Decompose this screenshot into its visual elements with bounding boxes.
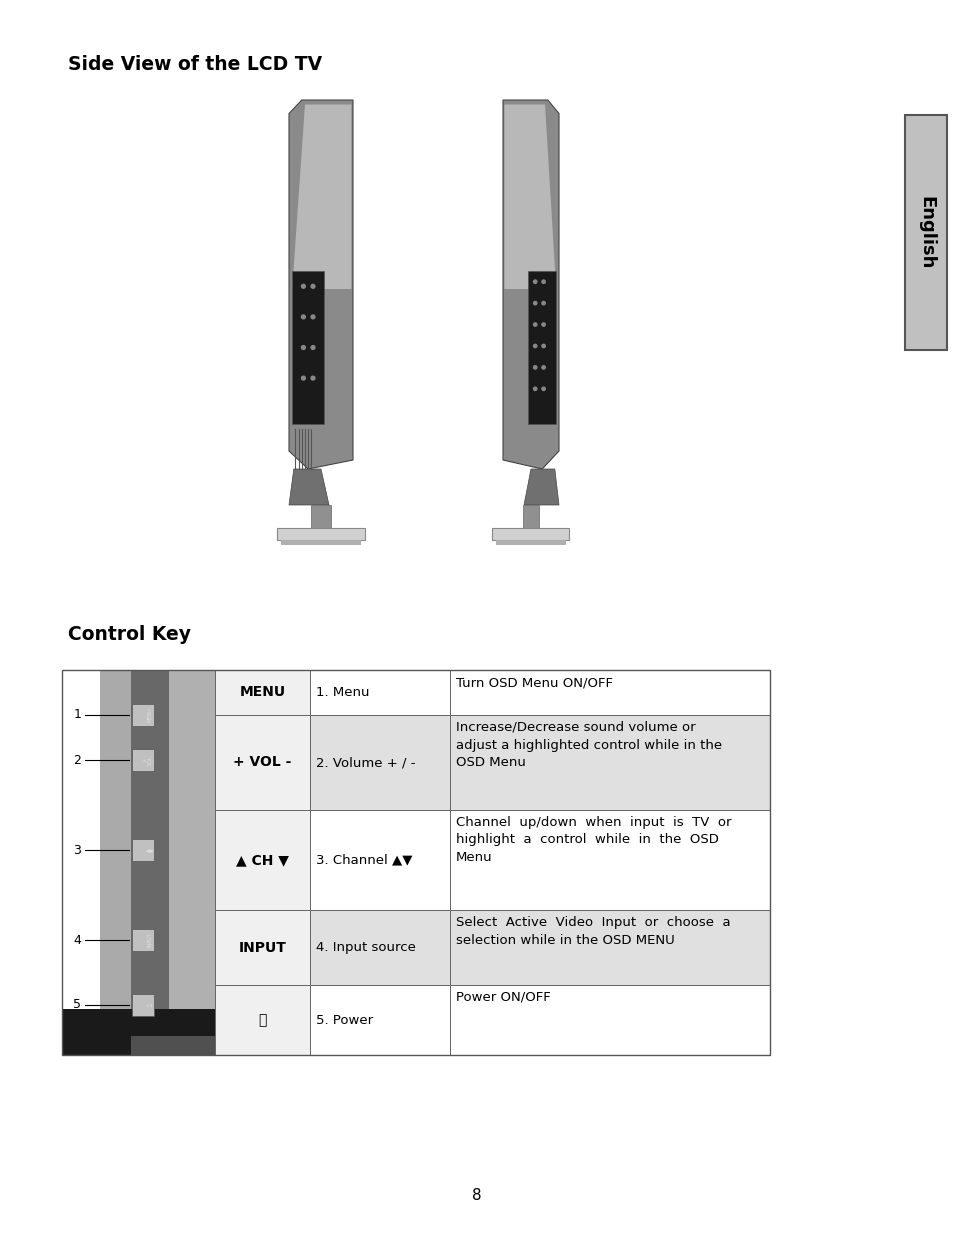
Polygon shape xyxy=(292,105,351,289)
Text: ▲
▼: ▲ ▼ xyxy=(145,848,154,852)
Bar xyxy=(310,715,450,810)
Circle shape xyxy=(541,366,545,369)
Text: INPUT: INPUT xyxy=(238,941,286,955)
Polygon shape xyxy=(502,100,558,469)
Bar xyxy=(496,540,565,545)
Bar xyxy=(214,910,310,986)
Text: Side View of the LCD TV: Side View of the LCD TV xyxy=(68,56,322,74)
Text: 3: 3 xyxy=(73,844,81,857)
Bar xyxy=(132,750,153,771)
Text: 1. Menu: 1. Menu xyxy=(315,685,369,699)
Bar xyxy=(214,986,310,1055)
Bar xyxy=(522,505,538,527)
Bar xyxy=(310,986,450,1055)
Bar xyxy=(214,715,310,810)
Bar xyxy=(62,671,769,1055)
Polygon shape xyxy=(289,469,329,505)
Bar xyxy=(450,986,769,1055)
Text: 4: 4 xyxy=(73,934,81,946)
Circle shape xyxy=(541,322,545,326)
Bar xyxy=(311,505,331,527)
Circle shape xyxy=(533,345,537,347)
Bar xyxy=(62,671,100,1055)
Text: English: English xyxy=(916,196,934,269)
Bar xyxy=(276,527,365,540)
Text: 5. Power: 5. Power xyxy=(315,1014,373,1026)
Bar xyxy=(450,715,769,810)
Circle shape xyxy=(533,301,537,305)
Text: ⏻: ⏻ xyxy=(258,1013,267,1028)
Bar xyxy=(292,270,324,424)
Bar xyxy=(450,671,769,715)
Polygon shape xyxy=(289,100,353,469)
Polygon shape xyxy=(504,105,556,289)
Circle shape xyxy=(311,284,314,288)
Bar xyxy=(492,527,569,540)
Circle shape xyxy=(533,366,537,369)
Text: Power ON/OFF: Power ON/OFF xyxy=(456,990,550,1004)
Circle shape xyxy=(541,345,545,347)
Circle shape xyxy=(541,301,545,305)
Text: 2: 2 xyxy=(73,753,81,767)
Text: 1: 1 xyxy=(73,709,81,721)
Text: Channel  up/down  when  input  is  TV  or
highlight  a  control  while  in  the : Channel up/down when input is TV or high… xyxy=(456,816,731,864)
Bar xyxy=(169,671,214,1055)
Text: Control Key: Control Key xyxy=(68,625,191,643)
Bar xyxy=(214,671,310,715)
Bar xyxy=(132,704,153,726)
Text: INPUT: INPUT xyxy=(148,932,152,947)
Bar xyxy=(310,671,450,715)
Circle shape xyxy=(301,315,305,319)
Circle shape xyxy=(301,346,305,350)
Text: 4. Input source: 4. Input source xyxy=(315,941,416,953)
Text: +
VOL
-: + VOL - xyxy=(143,755,157,764)
Text: ▲ CH ▼: ▲ CH ▼ xyxy=(235,853,289,867)
Circle shape xyxy=(533,280,537,283)
Bar xyxy=(132,994,153,1015)
Bar xyxy=(528,270,556,424)
Bar xyxy=(131,1036,214,1055)
Text: 2. Volume + / -: 2. Volume + / - xyxy=(315,756,416,769)
Text: + VOL -: + VOL - xyxy=(233,756,292,769)
Text: MENU: MENU xyxy=(239,685,285,699)
Text: Increase/Decrease sound volume or
adjust a highlighted control while in the
OSD : Increase/Decrease sound volume or adjust… xyxy=(456,721,721,769)
Bar xyxy=(62,671,214,1055)
Polygon shape xyxy=(523,469,558,505)
Circle shape xyxy=(311,346,314,350)
Circle shape xyxy=(533,322,537,326)
Bar xyxy=(904,115,946,350)
Text: 8: 8 xyxy=(472,1188,481,1203)
Text: ⏻: ⏻ xyxy=(148,1004,152,1007)
Circle shape xyxy=(301,377,305,380)
Bar xyxy=(281,540,360,545)
Bar xyxy=(131,671,169,1055)
Text: MENU: MENU xyxy=(148,708,152,722)
Text: 3. Channel ▲▼: 3. Channel ▲▼ xyxy=(315,853,412,867)
Circle shape xyxy=(541,280,545,283)
Bar xyxy=(132,930,153,951)
Circle shape xyxy=(311,315,314,319)
Text: Turn OSD Menu ON/OFF: Turn OSD Menu ON/OFF xyxy=(456,676,613,689)
Bar xyxy=(450,810,769,910)
Bar xyxy=(450,910,769,986)
Circle shape xyxy=(541,387,545,390)
Bar xyxy=(100,671,131,1055)
Bar xyxy=(214,810,310,910)
Circle shape xyxy=(533,387,537,390)
Text: Select  Active  Video  Input  or  choose  a
selection while in the OSD MENU: Select Active Video Input or choose a se… xyxy=(456,916,730,946)
Circle shape xyxy=(311,377,314,380)
Text: 5: 5 xyxy=(73,999,81,1011)
Bar xyxy=(310,810,450,910)
Bar xyxy=(310,910,450,986)
Circle shape xyxy=(301,284,305,288)
Bar xyxy=(62,1009,214,1055)
Bar xyxy=(132,840,153,861)
